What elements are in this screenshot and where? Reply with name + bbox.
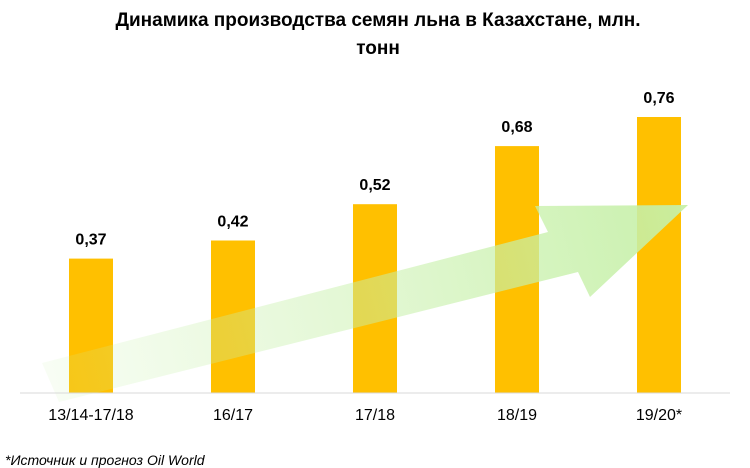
data-label-2: 0,52: [359, 177, 390, 194]
data-label-0: 0,37: [75, 232, 106, 249]
x-tick-label-3: 18/19: [497, 407, 537, 424]
data-label-1: 0,42: [217, 214, 248, 231]
chart-title-line-1: Динамика производства семян льна в Казах…: [115, 10, 640, 31]
data-label-3: 0,68: [501, 119, 532, 136]
data-label-4: 0,76: [643, 90, 674, 107]
trend-arrow: [42, 205, 688, 402]
x-tick-label-0: 13/14-17/18: [48, 407, 134, 424]
x-tick-label-2: 17/18: [355, 407, 395, 424]
x-tick-label-1: 16/17: [213, 407, 253, 424]
footnote: *Источник и прогноз Oil World: [5, 452, 206, 468]
x-tick-labels: 13/14-17/18 16/17 17/18 18/19 19/20*: [48, 407, 682, 424]
chart-title-line-2: тонн: [356, 38, 400, 59]
bar-4: [637, 117, 681, 393]
x-tick-label-4: 19/20*: [636, 407, 682, 424]
